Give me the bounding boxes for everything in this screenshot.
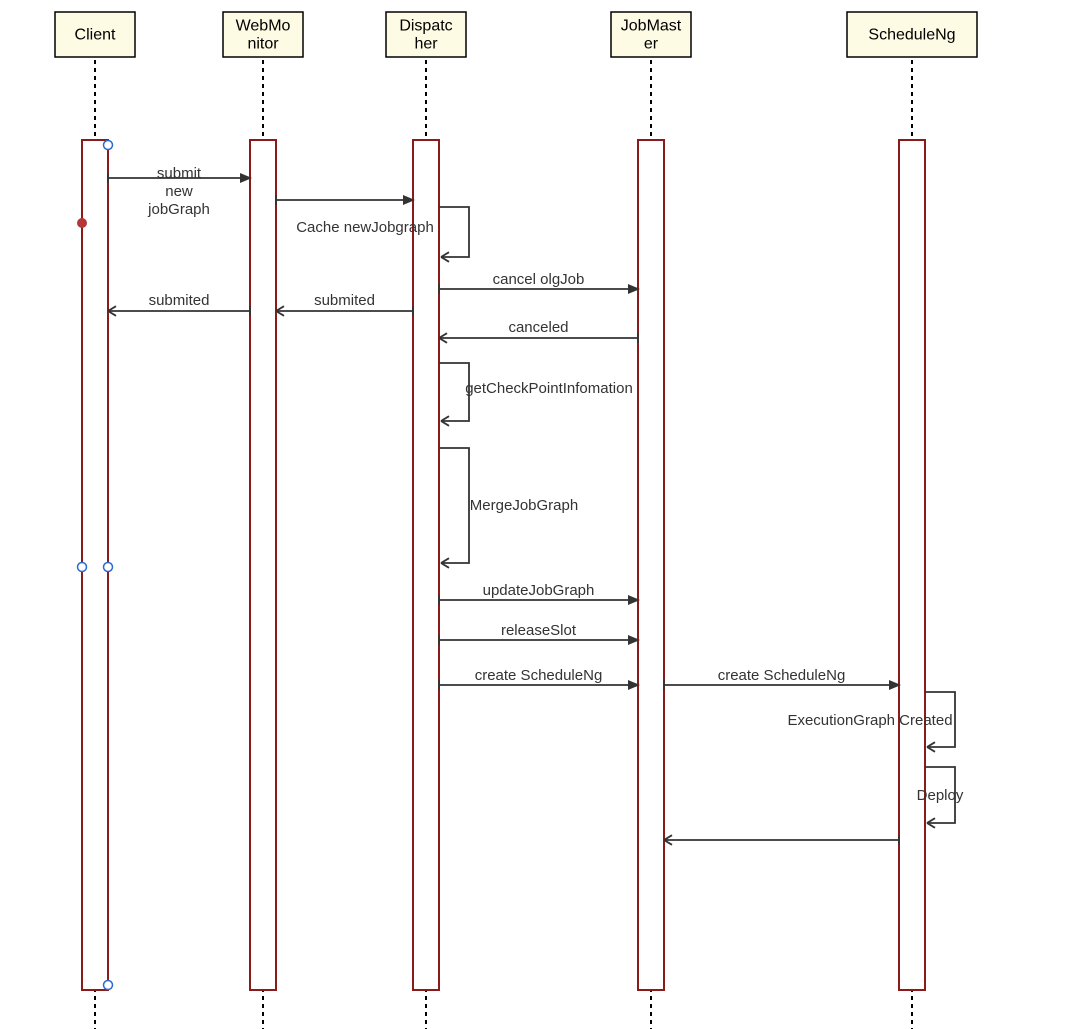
message-label: submit [157, 165, 202, 182]
message-label: releaseSlot [501, 622, 577, 639]
lifeline-dot-open [104, 563, 113, 572]
self-message-label: Deploy [917, 787, 964, 804]
activation-dispatcher [413, 140, 439, 990]
message-label: submited [314, 292, 375, 309]
activation-scheduleng [899, 140, 925, 990]
message-label: new [165, 183, 193, 200]
participant-label-webmonitor: WebMo [236, 18, 291, 35]
self-message-label: getCheckPointInfomation [465, 380, 633, 397]
message-label: create ScheduleNg [475, 667, 603, 684]
activation-webmonitor [250, 140, 276, 990]
participant-label-jobmaster: er [644, 36, 659, 53]
lifeline-dot-open [104, 141, 113, 150]
participant-label-scheduleng: ScheduleNg [868, 27, 955, 44]
participant-label-dispatcher: Dispatc [399, 18, 452, 35]
sequence-diagram: Client WebMonitor Dispatcher JobMaster Sched… [0, 0, 1080, 1029]
participant-label-client: Client [75, 27, 116, 44]
lifeline-dot-solid [78, 219, 87, 228]
message-label: updateJobGraph [483, 582, 595, 599]
message-label: submited [149, 292, 210, 309]
lifeline-dot-open [78, 563, 87, 572]
participant-label-dispatcher: her [414, 36, 438, 53]
self-message-label: MergeJobGraph [470, 497, 578, 514]
self-message [439, 448, 469, 563]
message-label: canceled [508, 319, 568, 336]
participant-label-webmonitor: nitor [247, 36, 279, 53]
lifeline-dot-open [104, 981, 113, 990]
message-label: jobGraph [147, 201, 210, 218]
self-message-label: ExecutionGraph Created [787, 712, 952, 729]
self-message [439, 207, 469, 257]
self-message-label: Cache newJobgraph [296, 219, 434, 236]
message-label: create ScheduleNg [718, 667, 846, 684]
message-label: cancel olgJob [493, 271, 585, 288]
activation-jobmaster [638, 140, 664, 990]
participant-label-jobmaster: JobMast [621, 18, 682, 35]
